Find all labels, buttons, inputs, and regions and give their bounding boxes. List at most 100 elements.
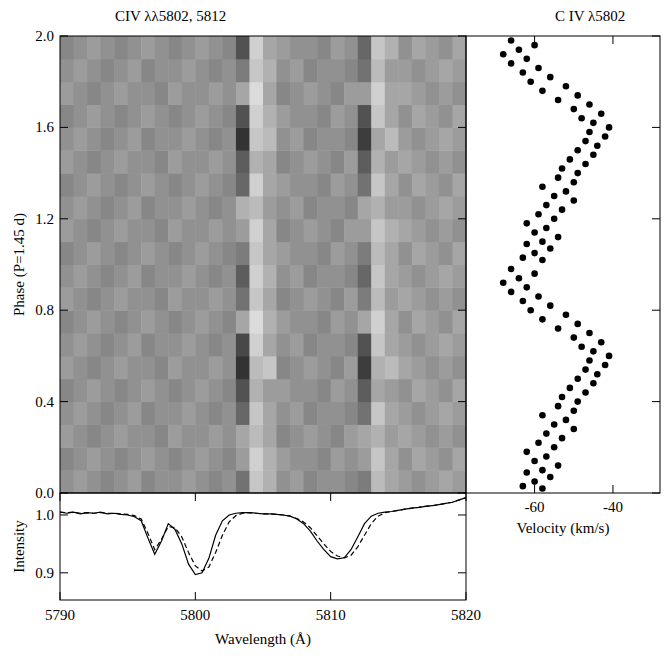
heatmap-cell (371, 310, 385, 333)
heatmap-cell (371, 447, 385, 470)
heatmap-cell (155, 59, 169, 82)
heatmap-cell (128, 447, 142, 470)
point (539, 257, 546, 264)
point (570, 106, 577, 113)
y-tick (652, 127, 660, 128)
heatmap-cell (317, 173, 331, 196)
heatmap-cell (182, 173, 196, 196)
heatmap-cell (114, 356, 128, 379)
y-tick (458, 401, 466, 402)
heatmap-cell (398, 219, 412, 242)
heatmap-cell (155, 402, 169, 425)
heatmap-cell (195, 127, 209, 150)
y-tick (652, 36, 660, 37)
heatmap-cell (182, 402, 196, 425)
heatmap-cell (304, 36, 318, 59)
heatmap-cell (236, 287, 250, 310)
heatmap-cell (209, 310, 223, 333)
heatmap-cell (412, 424, 426, 447)
heatmap-cell (222, 333, 236, 356)
point (574, 398, 581, 405)
heatmap-cell (209, 287, 223, 310)
heatmap-cell (412, 447, 426, 470)
heatmap-cell (331, 424, 345, 447)
heatmap-cell (60, 379, 74, 402)
heatmap-cell (412, 470, 426, 493)
point (539, 238, 546, 245)
heatmap-cell (222, 287, 236, 310)
heatmap-cell (425, 470, 439, 493)
heatmap-cell (182, 36, 196, 59)
heatmap-cell (168, 424, 182, 447)
heatmap-frame (60, 36, 466, 493)
heatmap-cell (209, 105, 223, 128)
heatmap-cell (114, 379, 128, 402)
heatmap-cell (290, 447, 304, 470)
heatmap-cell (249, 59, 263, 82)
heatmap-cell (425, 173, 439, 196)
heatmap-cell (425, 287, 439, 310)
heatmap-cell (60, 402, 74, 425)
heatmap-cell (290, 105, 304, 128)
heatmap-cell (222, 196, 236, 219)
heatmap-cell (371, 127, 385, 150)
heatmap-cell (317, 333, 331, 356)
y-tick (60, 401, 68, 402)
heatmap-cell (128, 379, 142, 402)
heatmap-cell (74, 402, 88, 425)
heatmap-cell (317, 105, 331, 128)
point (574, 147, 581, 154)
heatmap-cell (371, 105, 385, 128)
point (606, 353, 613, 360)
heatmap-cell (155, 265, 169, 288)
point (531, 270, 538, 277)
heatmap-cell (168, 127, 182, 150)
heatmap-cell (344, 379, 358, 402)
heatmap-cell (114, 196, 128, 219)
heatmap-cell (141, 105, 155, 128)
heatmap-cell (128, 196, 142, 219)
heatmap-cell (60, 265, 74, 288)
heatmap-cell (412, 265, 426, 288)
x-tick (195, 493, 196, 501)
heatmap-cell (358, 470, 372, 493)
point (586, 129, 593, 136)
heatmap-cell (128, 424, 142, 447)
point (570, 426, 577, 433)
heatmap-cell (344, 127, 358, 150)
heatmap-cell (317, 379, 331, 402)
heatmap-cell (168, 59, 182, 82)
x-tick (60, 592, 61, 600)
heatmap-cell (385, 310, 399, 333)
heatmap-cell (222, 82, 236, 105)
heatmap-cell (344, 310, 358, 333)
heatmap-cell (141, 310, 155, 333)
y-tick (60, 514, 68, 515)
heatmap-cell (277, 196, 291, 219)
point (543, 225, 550, 232)
heatmap-cell (74, 287, 88, 310)
heatmap-cell (60, 310, 74, 333)
heatmap-cell (439, 150, 453, 173)
point (523, 284, 530, 291)
heatmap-cell (290, 59, 304, 82)
heatmap-cell (195, 402, 209, 425)
heatmap-cell (249, 265, 263, 288)
heatmap-cell (101, 242, 115, 265)
heatmap-cell (60, 219, 74, 242)
heatmap-cell (331, 127, 345, 150)
heatmap-cell (195, 242, 209, 265)
heatmap-cell (263, 242, 277, 265)
heatmap-cell (277, 242, 291, 265)
heatmap-cell (358, 82, 372, 105)
heatmap-cell (358, 196, 372, 219)
heatmap-cell (331, 310, 345, 333)
heatmap-cell (344, 287, 358, 310)
heatmap-cell (398, 287, 412, 310)
heatmap-cell (439, 379, 453, 402)
heatmap-cell (155, 150, 169, 173)
heatmap-cell (60, 447, 74, 470)
heatmap-cell (344, 173, 358, 196)
heatmap-cell (74, 470, 88, 493)
heatmap-cell (74, 242, 88, 265)
